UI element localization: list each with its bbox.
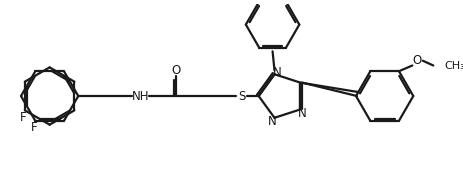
Text: O: O [171, 64, 180, 77]
Text: S: S [237, 90, 244, 102]
Text: O: O [412, 54, 421, 67]
Text: N: N [268, 115, 276, 128]
Text: N: N [297, 107, 306, 120]
Text: F: F [19, 111, 26, 124]
Text: CH₃: CH₃ [444, 61, 463, 71]
Text: NH: NH [131, 90, 149, 102]
Text: F: F [31, 121, 38, 134]
Text: N: N [272, 66, 281, 79]
